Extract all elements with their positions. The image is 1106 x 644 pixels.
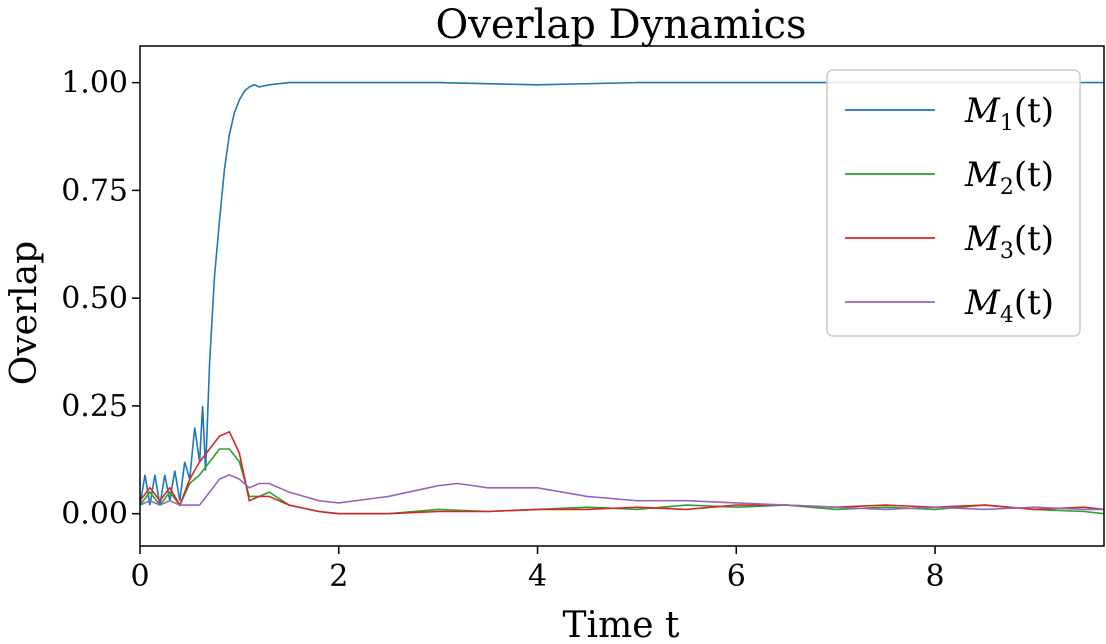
series-line-m4 — [139, 474, 1104, 511]
legend-label-m3: M3(t) — [964, 219, 1054, 264]
axes-frame — [139, 45, 1105, 547]
y-axis-label: Overlap — [4, 241, 45, 385]
x-tick-label: 6 — [727, 559, 746, 594]
series-line-m3 — [139, 430, 1105, 515]
y-axis: 0.00 0.25 0.50 0.75 1.00 — [61, 66, 140, 532]
y-tick-label: 0.50 — [61, 281, 128, 316]
x-axis-label-text: Time t — [563, 605, 680, 644]
legend: M1(t) M2(t) M3(t) M4(t) — [826, 69, 1081, 337]
legend-box — [826, 69, 1081, 337]
plot-area — [139, 81, 1105, 515]
legend-label-m4: M4(t) — [964, 283, 1054, 328]
y-tick-label: 1.00 — [61, 66, 128, 101]
legend-label-m2: M2(t) — [964, 155, 1054, 200]
legend-label-m1: M1(t) — [964, 91, 1054, 136]
x-axis: 0 2 4 6 8 — [130, 546, 945, 594]
y-tick-label: 0.25 — [61, 389, 128, 424]
x-tick-label: 0 — [130, 559, 149, 594]
x-tick-label: 8 — [926, 559, 945, 594]
y-tick-label: 0.75 — [61, 173, 128, 208]
x-axis-label: Time t — [563, 605, 680, 644]
y-tick-label: 0.00 — [61, 497, 128, 532]
x-tick-label: 4 — [528, 559, 547, 594]
chart-title: Overlap Dynamics — [435, 2, 806, 48]
x-tick-label: 2 — [329, 559, 348, 594]
